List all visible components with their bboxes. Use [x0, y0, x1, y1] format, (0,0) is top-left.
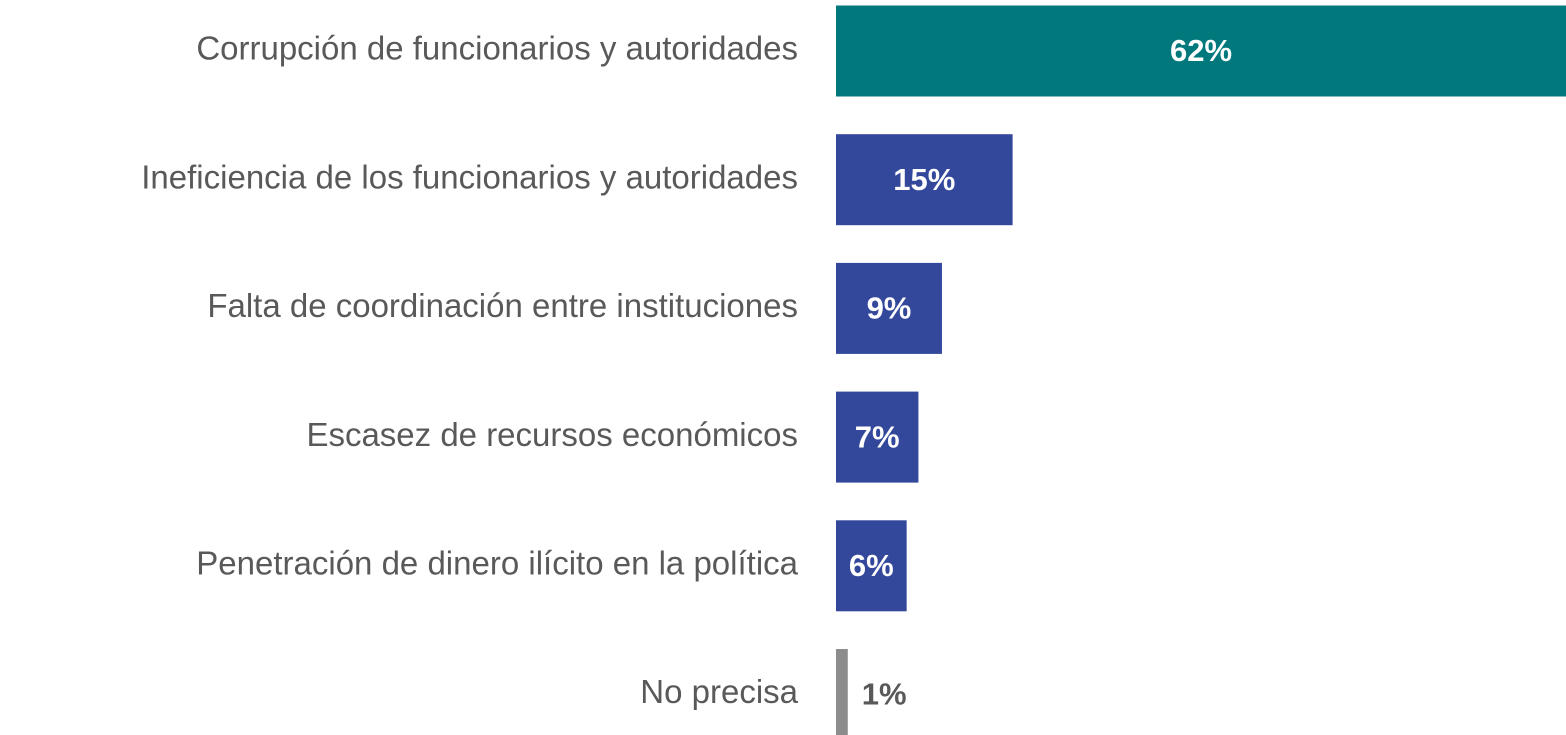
- value-label: 6%: [849, 548, 894, 583]
- bar: [836, 134, 1013, 226]
- category-label: No precisa: [640, 673, 798, 710]
- value-label: 1%: [862, 677, 907, 712]
- category-label: Falta de coordinación entre institucione…: [207, 287, 798, 324]
- value-label: 62%: [1170, 33, 1232, 68]
- category-label: Corrupción de funcionarios y autoridades: [196, 30, 798, 67]
- value-label: 7%: [855, 419, 900, 454]
- bar: [836, 520, 907, 612]
- category-label: Escasez de recursos económicos: [306, 416, 798, 453]
- bar: [836, 391, 919, 483]
- category-label: Penetración de dinero ilícito en la polí…: [196, 545, 798, 582]
- value-label: 15%: [893, 162, 955, 197]
- bar: [836, 5, 1566, 97]
- category-label: Ineficiencia de los funcionarios y autor…: [141, 158, 798, 195]
- bar: [836, 649, 848, 735]
- bar: [836, 262, 942, 354]
- value-label: 9%: [867, 291, 912, 326]
